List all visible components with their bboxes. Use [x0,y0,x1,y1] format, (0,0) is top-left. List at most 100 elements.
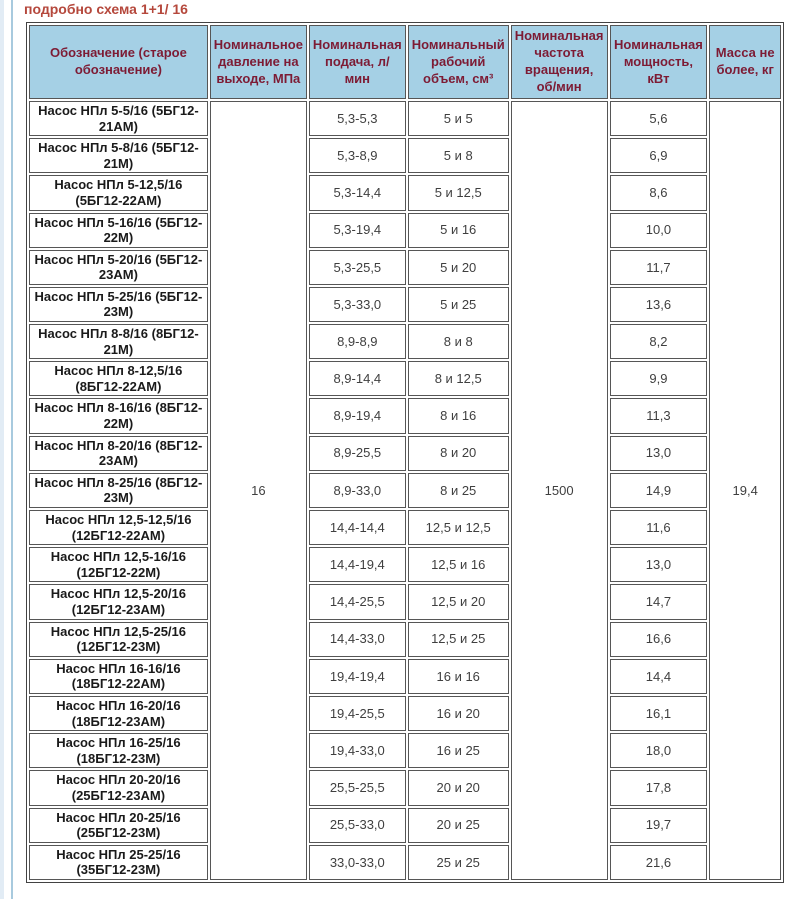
pump-name-cell: Насос НПл 16-25/16 (18БГ12-23М) [29,733,208,769]
table-row: Насос НПл 8-16/16 (8БГ12-22М) 8,9-19,4 8 и… [29,398,781,434]
header-working-volume: Номинальный рабочий объем, см³ [407,25,509,99]
power-cell: 17,8 [609,770,708,806]
power-cell: 14,4 [609,658,708,694]
header-pressure: Номинальное давление на выходе, МПа [209,25,307,99]
volume-cell: 20 и 25 [407,807,509,843]
pump-name-cell: Насос НПл 8-8/16 (8БГ12-21М) [29,324,208,360]
pump-name-cell: Насос НПл 5-16/16 (5БГ12-22М) [29,212,208,248]
flow-cell: 8,9-33,0 [308,472,406,509]
pump-table-body: Насос НПл 5-5/16 (5БГ12-21АМ) 16 5,3-5,3 5 … [29,100,781,880]
power-cell: 16,1 [609,695,708,732]
pump-name-cell: Насос НПл 20-25/16 (25БГ12-23М) [29,807,208,843]
header-mass: Масса не более, кг [709,25,781,99]
table-row: Насос НПл 16-20/16 (18БГ12-23АМ) 19,4-25,… [29,695,781,732]
table-row: Насос НПл 8-25/16 (8БГ12-23М) 8,9-33,0 8 и… [29,472,781,509]
volume-cell: 5 и 16 [407,212,509,248]
flow-cell: 25,5-33,0 [308,807,406,843]
power-cell: 5,6 [609,100,708,137]
content-area: подробно схема 1+1/ 16 Обозначение (стар… [24,1,784,883]
volume-cell: 5 и 12,5 [407,175,509,211]
volume-cell: 8 и 12,5 [407,361,509,397]
pump-name-cell: Насос НПл 8-16/16 (8БГ12-22М) [29,398,208,434]
header-designation: Обозначение (старое обозначение) [29,25,208,99]
pump-name-cell: Насос НПл 12,5-12,5/16 (12БГ12-22АМ) [29,510,208,546]
table-row: Насос НПл 20-25/16 (25БГ12-23М) 25,5-33,0… [29,807,781,843]
power-cell: 13,0 [609,435,708,471]
volume-cell: 25 и 25 [407,844,509,880]
table-row: Насос НПл 12,5-16/16 (12БГ12-22М) 14,4-19… [29,547,781,583]
flow-cell: 8,9-19,4 [308,398,406,434]
volume-cell: 5 и 20 [407,249,509,285]
power-cell: 13,6 [609,286,708,323]
flow-cell: 8,9-8,9 [308,324,406,360]
table-row: Насос НПл 5-20/16 (5БГ12-23АМ) 5,3-25,5 5 … [29,249,781,285]
volume-cell: 12,5 и 16 [407,547,509,583]
power-cell: 14,9 [609,472,708,509]
volume-cell: 20 и 20 [407,770,509,806]
flow-cell: 19,4-25,5 [308,695,406,732]
power-cell: 11,6 [609,510,708,546]
pressure-merged-cell: 16 [209,100,307,880]
pump-name-cell: Насос НПл 8-20/16 (8БГ12-23АМ) [29,435,208,471]
pump-name-cell: Насос НПл 12,5-16/16 (12БГ12-22М) [29,547,208,583]
pump-name-cell: Насос НПл 16-16/16 (18БГ12-22АМ) [29,658,208,694]
table-row: Насос НПл 8-8/16 (8БГ12-21М) 8,9-8,9 8 и 8… [29,324,781,360]
speed-merged-cell: 1500 [510,100,608,880]
table-row: Насос НПл 8-12,5/16 (8БГ12-22АМ) 8,9-14,4… [29,361,781,397]
volume-cell: 5 и 25 [407,286,509,323]
power-cell: 19,7 [609,807,708,843]
volume-cell: 12,5 и 20 [407,584,509,620]
flow-cell: 5,3-5,3 [308,100,406,137]
table-row: Насос НПл 12,5-12,5/16 (12БГ12-22АМ) 14,4… [29,510,781,546]
flow-cell: 14,4-19,4 [308,547,406,583]
table-row: Насос НПл 20-20/16 (25БГ12-23АМ) 25,5-25,… [29,770,781,806]
volume-cell: 8 и 20 [407,435,509,471]
power-cell: 9,9 [609,361,708,397]
flow-cell: 33,0-33,0 [308,844,406,880]
mass-merged-cell: 19,4 [709,100,781,880]
flow-cell: 5,3-14,4 [308,175,406,211]
volume-cell: 5 и 5 [407,100,509,137]
table-row: Насос НПл 16-16/16 (18БГ12-22АМ) 19,4-19,… [29,658,781,694]
volume-cell: 16 и 16 [407,658,509,694]
power-cell: 11,7 [609,249,708,285]
flow-cell: 5,3-25,5 [308,249,406,285]
table-row: Насос НПл 25-25/16 (35БГ12-23М) 33,0-33,0… [29,844,781,880]
table-row: Насос НПл 5-5/16 (5БГ12-21АМ) 16 5,3-5,3 5 … [29,100,781,880]
pump-name-cell: Насос НПл 25-25/16 (35БГ12-23М) [29,844,208,880]
pump-name-cell: Насос НПл 12,5-20/16 (12БГ12-23АМ) [29,584,208,620]
volume-cell: 12,5 и 12,5 [407,510,509,546]
header-power: Номинальная мощность, кВт [609,25,708,99]
flow-cell: 8,9-14,4 [308,361,406,397]
volume-cell: 16 и 20 [407,695,509,732]
flow-cell: 14,4-33,0 [308,621,406,657]
table-header-row: Обозначение (старое обозначение) Номинал… [29,25,781,99]
pump-name-cell: Насос НПл 5-20/16 (5БГ12-23АМ) [29,249,208,285]
pump-name-cell: Насос НПл 8-12,5/16 (8БГ12-22АМ) [29,361,208,397]
power-cell: 21,6 [609,844,708,880]
pump-name-cell: Насос НПл 8-25/16 (8БГ12-23М) [29,472,208,509]
power-cell: 11,3 [609,398,708,434]
flow-cell: 5,3-8,9 [308,138,406,174]
volume-cell: 8 и 8 [407,324,509,360]
volume-cell: 12,5 и 25 [407,621,509,657]
power-cell: 13,0 [609,547,708,583]
pump-spec-table: Обозначение (старое обозначение) Номинал… [26,22,784,883]
flow-cell: 14,4-25,5 [308,584,406,620]
power-cell: 10,0 [609,212,708,248]
power-cell: 18,0 [609,733,708,769]
volume-cell: 16 и 25 [407,733,509,769]
power-cell: 8,2 [609,324,708,360]
pump-name-cell: Насос НПл 5-5/16 (5БГ12-21АМ) [29,100,208,137]
flow-cell: 19,4-33,0 [308,733,406,769]
header-rotation-speed: Номинальная частота вращения, об/мин [510,25,608,99]
flow-cell: 19,4-19,4 [308,658,406,694]
table-row: Насос НПл 5-8/16 (5БГ12-21М) 5,3-8,9 5 и 8… [29,138,781,174]
flow-cell: 14,4-14,4 [308,510,406,546]
header-flow: Номинальная подача, л/мин [308,25,406,99]
pump-name-cell: Насос НПл 20-20/16 (25БГ12-23АМ) [29,770,208,806]
power-cell: 16,6 [609,621,708,657]
flow-cell: 8,9-25,5 [308,435,406,471]
volume-cell: 5 и 8 [407,138,509,174]
